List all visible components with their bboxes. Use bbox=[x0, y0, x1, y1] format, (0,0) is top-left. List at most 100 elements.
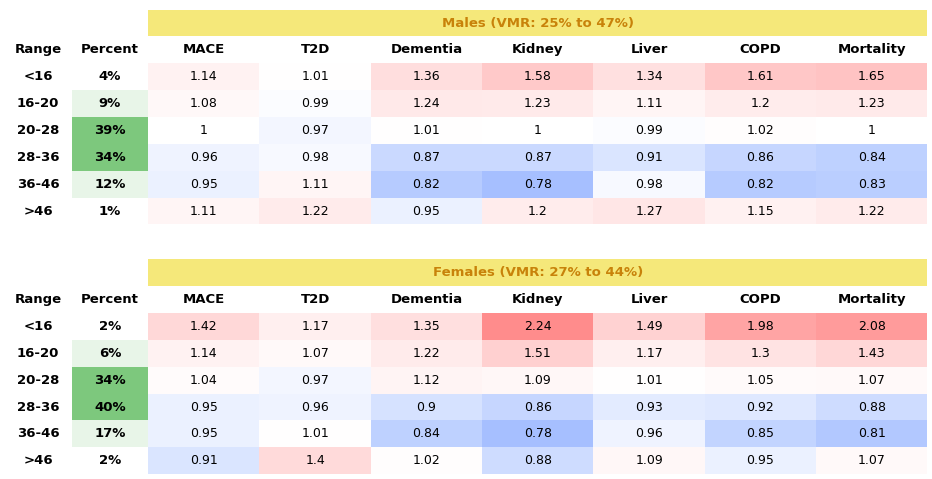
Text: 1.65: 1.65 bbox=[857, 70, 885, 83]
Bar bbox=[148, 259, 927, 286]
Text: 6%: 6% bbox=[99, 347, 121, 360]
Text: 0.99: 0.99 bbox=[636, 124, 663, 137]
Text: 0.81: 0.81 bbox=[857, 427, 885, 440]
Bar bbox=[148, 421, 259, 447]
Text: 17%: 17% bbox=[94, 427, 126, 440]
Text: 0.97: 0.97 bbox=[301, 124, 329, 137]
Bar bbox=[594, 421, 705, 447]
Bar bbox=[259, 447, 371, 474]
Bar bbox=[482, 171, 594, 197]
Text: 0.95: 0.95 bbox=[413, 205, 441, 217]
Bar bbox=[816, 63, 927, 90]
Text: COPD: COPD bbox=[739, 44, 781, 57]
Text: 1.17: 1.17 bbox=[636, 347, 663, 360]
Bar bbox=[371, 171, 482, 197]
Bar bbox=[148, 144, 259, 171]
Bar bbox=[259, 197, 371, 225]
Bar bbox=[482, 90, 594, 117]
Bar bbox=[148, 117, 259, 144]
Bar bbox=[705, 340, 816, 367]
Text: 1.23: 1.23 bbox=[524, 97, 552, 110]
Text: 1.23: 1.23 bbox=[857, 97, 885, 110]
Bar bbox=[371, 340, 482, 367]
Bar bbox=[594, 171, 705, 197]
Bar bbox=[371, 90, 482, 117]
Bar bbox=[816, 144, 927, 171]
Text: 16-20: 16-20 bbox=[17, 347, 60, 360]
Text: 0.9: 0.9 bbox=[417, 400, 436, 413]
Text: 1.02: 1.02 bbox=[747, 124, 774, 137]
Text: 0.84: 0.84 bbox=[413, 427, 441, 440]
Bar bbox=[371, 313, 482, 340]
Bar bbox=[259, 63, 371, 90]
Text: 1.01: 1.01 bbox=[301, 70, 329, 83]
Text: 1.11: 1.11 bbox=[190, 205, 218, 217]
Text: 1.07: 1.07 bbox=[857, 454, 885, 468]
Text: Percent: Percent bbox=[81, 44, 139, 57]
Bar bbox=[72, 171, 148, 197]
Bar bbox=[148, 367, 259, 394]
Text: Dementia: Dementia bbox=[391, 44, 462, 57]
Text: 1.22: 1.22 bbox=[857, 205, 885, 217]
Text: 1%: 1% bbox=[99, 205, 121, 217]
Text: 0.93: 0.93 bbox=[636, 400, 663, 413]
Text: 1.08: 1.08 bbox=[190, 97, 218, 110]
Text: 1.09: 1.09 bbox=[636, 454, 663, 468]
Text: 20-28: 20-28 bbox=[17, 374, 60, 387]
Bar bbox=[72, 421, 148, 447]
Text: 1.01: 1.01 bbox=[636, 374, 663, 387]
Text: Liver: Liver bbox=[630, 293, 667, 306]
Bar bbox=[72, 394, 148, 421]
Text: 2.08: 2.08 bbox=[857, 320, 885, 333]
Text: 0.78: 0.78 bbox=[524, 427, 552, 440]
Bar bbox=[816, 117, 927, 144]
Bar bbox=[148, 447, 259, 474]
Text: Dementia: Dementia bbox=[391, 293, 462, 306]
Text: 36-46: 36-46 bbox=[17, 178, 60, 191]
Text: 1.11: 1.11 bbox=[636, 97, 663, 110]
Text: 1.51: 1.51 bbox=[524, 347, 552, 360]
Text: 0.96: 0.96 bbox=[636, 427, 663, 440]
Bar bbox=[594, 144, 705, 171]
Bar bbox=[371, 421, 482, 447]
Text: 1: 1 bbox=[868, 124, 876, 137]
Bar bbox=[816, 367, 927, 394]
Bar bbox=[148, 90, 259, 117]
Text: 2%: 2% bbox=[99, 454, 121, 468]
Text: Range: Range bbox=[15, 293, 62, 306]
Text: COPD: COPD bbox=[739, 293, 781, 306]
Bar bbox=[816, 90, 927, 117]
Text: 1.34: 1.34 bbox=[636, 70, 663, 83]
Text: 1.61: 1.61 bbox=[747, 70, 774, 83]
Text: 1.12: 1.12 bbox=[413, 374, 440, 387]
Text: 20-28: 20-28 bbox=[17, 124, 60, 137]
Text: 0.82: 0.82 bbox=[413, 178, 441, 191]
Bar bbox=[594, 197, 705, 225]
Text: 0.96: 0.96 bbox=[301, 400, 329, 413]
Bar bbox=[148, 171, 259, 197]
Text: 34%: 34% bbox=[94, 151, 126, 164]
Text: Kidney: Kidney bbox=[512, 44, 564, 57]
Text: 1.4: 1.4 bbox=[306, 454, 325, 468]
Text: 40%: 40% bbox=[94, 400, 126, 413]
Text: Females (VMR: 27% to 44%): Females (VMR: 27% to 44%) bbox=[432, 266, 643, 279]
Bar bbox=[259, 367, 371, 394]
Bar bbox=[482, 421, 594, 447]
Bar bbox=[705, 171, 816, 197]
Bar bbox=[594, 340, 705, 367]
Bar bbox=[705, 394, 816, 421]
Text: 0.88: 0.88 bbox=[857, 400, 885, 413]
Bar bbox=[72, 117, 148, 144]
Text: 1.22: 1.22 bbox=[301, 205, 329, 217]
Text: 1: 1 bbox=[534, 124, 541, 137]
Bar bbox=[705, 144, 816, 171]
Text: 1.05: 1.05 bbox=[747, 374, 774, 387]
Bar bbox=[482, 340, 594, 367]
Bar bbox=[705, 367, 816, 394]
Text: 1.42: 1.42 bbox=[190, 320, 218, 333]
Bar bbox=[594, 447, 705, 474]
Text: 39%: 39% bbox=[94, 124, 126, 137]
Bar bbox=[148, 340, 259, 367]
Text: 0.87: 0.87 bbox=[524, 151, 552, 164]
Text: 1.27: 1.27 bbox=[636, 205, 663, 217]
